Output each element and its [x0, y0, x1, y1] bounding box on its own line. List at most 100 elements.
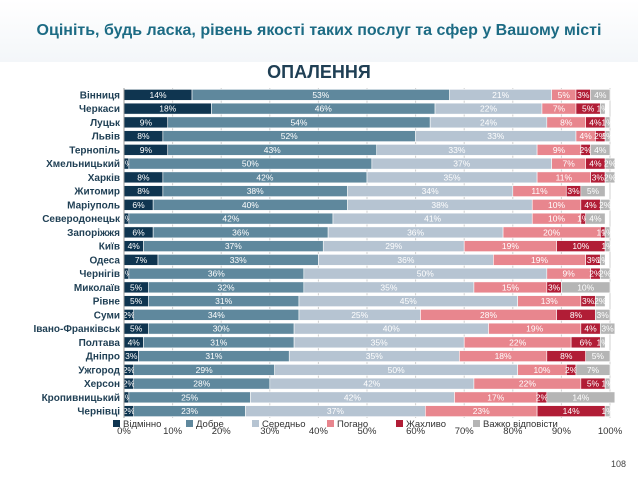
x-tick-label: 80%	[503, 426, 523, 437]
data-label: 7%	[587, 365, 600, 375]
data-label: 2%	[604, 172, 617, 182]
bar-segment	[599, 254, 606, 266]
legend-label: Відмінно	[123, 419, 161, 430]
legend-swatch	[252, 420, 259, 427]
data-label: 53%	[312, 90, 329, 100]
data-label: 31%	[215, 296, 232, 306]
data-label: 8%	[137, 172, 150, 182]
data-label: 4%	[584, 200, 597, 210]
data-label: 5%	[130, 324, 143, 334]
data-label: 22%	[509, 337, 526, 347]
data-label: 8%	[560, 117, 573, 127]
data-label: 25%	[351, 310, 368, 320]
bar-segment	[604, 226, 611, 239]
x-tick-label: 0%	[117, 426, 131, 437]
bar-segment	[590, 144, 611, 156]
data-label: 1%	[597, 255, 610, 265]
data-label: 3%	[577, 90, 590, 100]
data-label: 2%	[599, 269, 612, 279]
category-label: Ужгород	[78, 365, 120, 376]
data-label: 5%	[582, 104, 595, 114]
data-label: 5%	[587, 379, 600, 389]
data-label: 3%	[601, 324, 614, 334]
category-label: Харків	[88, 173, 120, 184]
category-label: Маріуполь	[67, 200, 120, 211]
data-label: 11%	[531, 186, 548, 196]
bar-segment	[561, 281, 611, 294]
data-label: 36%	[232, 227, 249, 237]
data-label: 42%	[344, 392, 361, 402]
data-label: 3%	[125, 351, 138, 361]
x-tick-label: 70%	[455, 426, 475, 437]
bar-segment	[599, 102, 606, 115]
data-label: 4%	[584, 324, 597, 334]
data-label: 2%	[589, 269, 602, 279]
category-label: Житомир	[73, 187, 120, 198]
data-label: 50%	[388, 365, 405, 375]
data-label: 25%	[181, 392, 198, 402]
data-label: 2%	[580, 145, 593, 155]
data-label: 18%	[159, 104, 176, 114]
data-label: 35%	[444, 172, 461, 182]
data-label: 2%	[594, 296, 607, 306]
bar-segment	[604, 130, 611, 142]
data-label: 37%	[225, 241, 242, 251]
data-label: 29%	[385, 241, 402, 251]
data-label: 5%	[587, 186, 600, 196]
data-label: 33%	[448, 145, 465, 155]
bar-segment	[604, 157, 616, 170]
category-label: Київ	[99, 242, 120, 253]
data-label: 9%	[553, 145, 566, 155]
data-label: 8%	[137, 131, 150, 141]
data-label: 9%	[140, 145, 153, 155]
category-label: Тернопіль	[69, 145, 120, 156]
data-label: 19%	[526, 324, 543, 334]
data-label: 42%	[222, 214, 239, 224]
category-label: Львів	[92, 132, 120, 143]
data-label: 1%	[597, 227, 610, 237]
data-label: 1%	[577, 214, 590, 224]
bar-segment	[595, 309, 611, 321]
data-label: 4%	[589, 214, 602, 224]
data-label: 1%	[597, 337, 610, 347]
data-label: 50%	[417, 269, 434, 279]
data-label: 10%	[533, 365, 550, 375]
category-label: Суми	[94, 310, 120, 321]
data-label: 35%	[366, 351, 383, 361]
data-label: 5%	[130, 282, 143, 292]
data-label: 4%	[594, 90, 607, 100]
x-tick-label: 40%	[309, 426, 329, 437]
data-label: 23%	[181, 406, 198, 416]
data-label: 5%	[558, 90, 571, 100]
data-label: 17%	[487, 392, 504, 402]
x-tick-label: 30%	[260, 426, 280, 437]
data-label: 18%	[495, 351, 512, 361]
legend-swatch	[113, 420, 120, 427]
data-label: 3%	[582, 296, 595, 306]
data-label: 2%	[123, 406, 136, 416]
category-label: Черкаси	[79, 104, 120, 115]
category-label: Вінниця	[80, 90, 120, 101]
data-label: 10%	[572, 241, 589, 251]
legend-swatch	[473, 420, 480, 427]
data-label: 1%	[601, 406, 614, 416]
page-title: Оцініть, будь ласка, рівень якості таких…	[36, 22, 602, 39]
data-label: 38%	[247, 186, 264, 196]
x-tick-label: 20%	[212, 426, 232, 437]
data-label: 37%	[453, 159, 470, 169]
data-label: 4%	[589, 117, 602, 127]
data-label: 30%	[213, 324, 230, 334]
data-label: 36%	[407, 227, 424, 237]
data-label: 20%	[543, 227, 560, 237]
data-label: 31%	[205, 351, 222, 361]
data-label: 8%	[137, 186, 150, 196]
data-label: 2%	[123, 365, 136, 375]
data-label: 21%	[492, 90, 509, 100]
category-label: Херсон	[84, 379, 120, 390]
bar-segment	[575, 364, 611, 376]
data-label: 8%	[570, 310, 583, 320]
data-label: 10%	[548, 214, 565, 224]
legend-label: Важко відповісти	[483, 419, 558, 430]
bar-segment	[604, 377, 611, 390]
